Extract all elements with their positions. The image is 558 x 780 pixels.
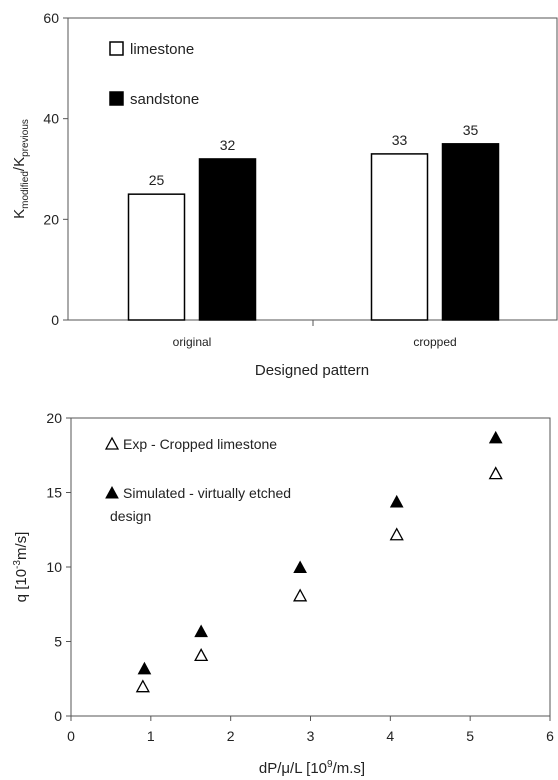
exp-data-point xyxy=(194,648,209,662)
bar-data-labels: 25 33 32 35 xyxy=(149,122,479,188)
bar-y-tick-label: 40 xyxy=(43,111,59,127)
scatter-legend: Exp - Cropped limestone Simulated - virt… xyxy=(104,436,291,524)
legend-marker-filled-triangle xyxy=(105,485,119,499)
legend-label-simulated-line1: Simulated - virtually etched xyxy=(123,485,291,501)
scatter-x-ticks: 0 1 2 3 4 5 6 xyxy=(67,716,554,744)
bar-y-tick-label: 20 xyxy=(43,211,59,227)
exp-data-point xyxy=(488,466,503,480)
scatter-y-tick-label: 0 xyxy=(54,708,62,724)
scatter-x-tick-label: 0 xyxy=(67,728,75,744)
bar-y-tick-label: 0 xyxy=(51,312,59,328)
bar-sandstone-cropped xyxy=(441,143,500,321)
legend-swatch-sandstone xyxy=(109,91,124,106)
legend-label-limestone: limestone xyxy=(130,41,194,58)
legend-label-exp: Exp - Cropped limestone xyxy=(123,436,277,452)
bar-category-label: cropped xyxy=(413,335,456,349)
simulated-data-point xyxy=(293,560,307,573)
simulated-data-point xyxy=(488,430,503,444)
exp-data-point xyxy=(293,588,308,602)
scatter-x-tick-label: 4 xyxy=(386,728,394,744)
bar-data-label: 32 xyxy=(220,137,236,153)
legend-marker-open-triangle xyxy=(104,436,120,450)
scatter-y-tick-label: 15 xyxy=(46,485,62,501)
scatter-y-tick-label: 10 xyxy=(46,559,62,575)
bar-y-ticks: 0 20 40 60 xyxy=(43,10,68,328)
bar-chart: 0 20 40 60 original cropped 25 33 32 35 limesto… xyxy=(11,10,558,379)
simulated-data-point xyxy=(194,624,208,638)
bar-limestone-original xyxy=(127,193,186,321)
scatter-y-tick-label: 5 xyxy=(54,634,62,650)
scatter-y-axis-title: q [10-3m/s] xyxy=(12,532,30,603)
scatter-y-tick-label: 20 xyxy=(46,410,62,426)
scatter-x-tick-label: 6 xyxy=(546,728,554,744)
bar-bars xyxy=(127,143,500,321)
bar-data-label: 25 xyxy=(149,172,165,188)
legend-label-sandstone: sandstone xyxy=(130,91,199,108)
bar-data-label: 35 xyxy=(463,122,479,138)
bar-x-axis-title: Designed pattern xyxy=(255,362,369,379)
bar-y-axis-title: Kmodified/Kprevious xyxy=(11,119,31,219)
simulated-data-point xyxy=(137,661,152,675)
bar-limestone-cropped xyxy=(370,153,429,321)
scatter-x-tick-label: 5 xyxy=(466,728,474,744)
scatter-points xyxy=(135,430,503,693)
bar-y-tick-label: 60 xyxy=(43,10,59,26)
exp-data-point xyxy=(389,527,404,541)
bar-category-label: original xyxy=(173,335,212,349)
exp-data-point xyxy=(135,679,150,693)
simulated-data-point xyxy=(389,494,404,508)
scatter-x-tick-label: 3 xyxy=(307,728,315,744)
bar-sandstone-original xyxy=(198,158,257,321)
legend-label-simulated-line2: design xyxy=(110,508,151,524)
scatter-x-tick-label: 1 xyxy=(147,728,155,744)
scatter-x-tick-label: 2 xyxy=(227,728,235,744)
bar-legend: limestone sandstone xyxy=(109,41,199,108)
bar-x-categories: original cropped xyxy=(173,320,457,349)
legend-swatch-limestone xyxy=(109,41,124,56)
scatter-x-axis-title: dP/μ/L [109/m.s] xyxy=(259,759,365,777)
scatter-chart: 0 5 10 15 20 0 1 2 3 4 5 6 Exp - Cropped limestone… xyxy=(12,410,554,777)
scatter-y-ticks: 0 5 10 15 20 xyxy=(46,410,71,724)
bar-data-label: 33 xyxy=(392,132,408,148)
